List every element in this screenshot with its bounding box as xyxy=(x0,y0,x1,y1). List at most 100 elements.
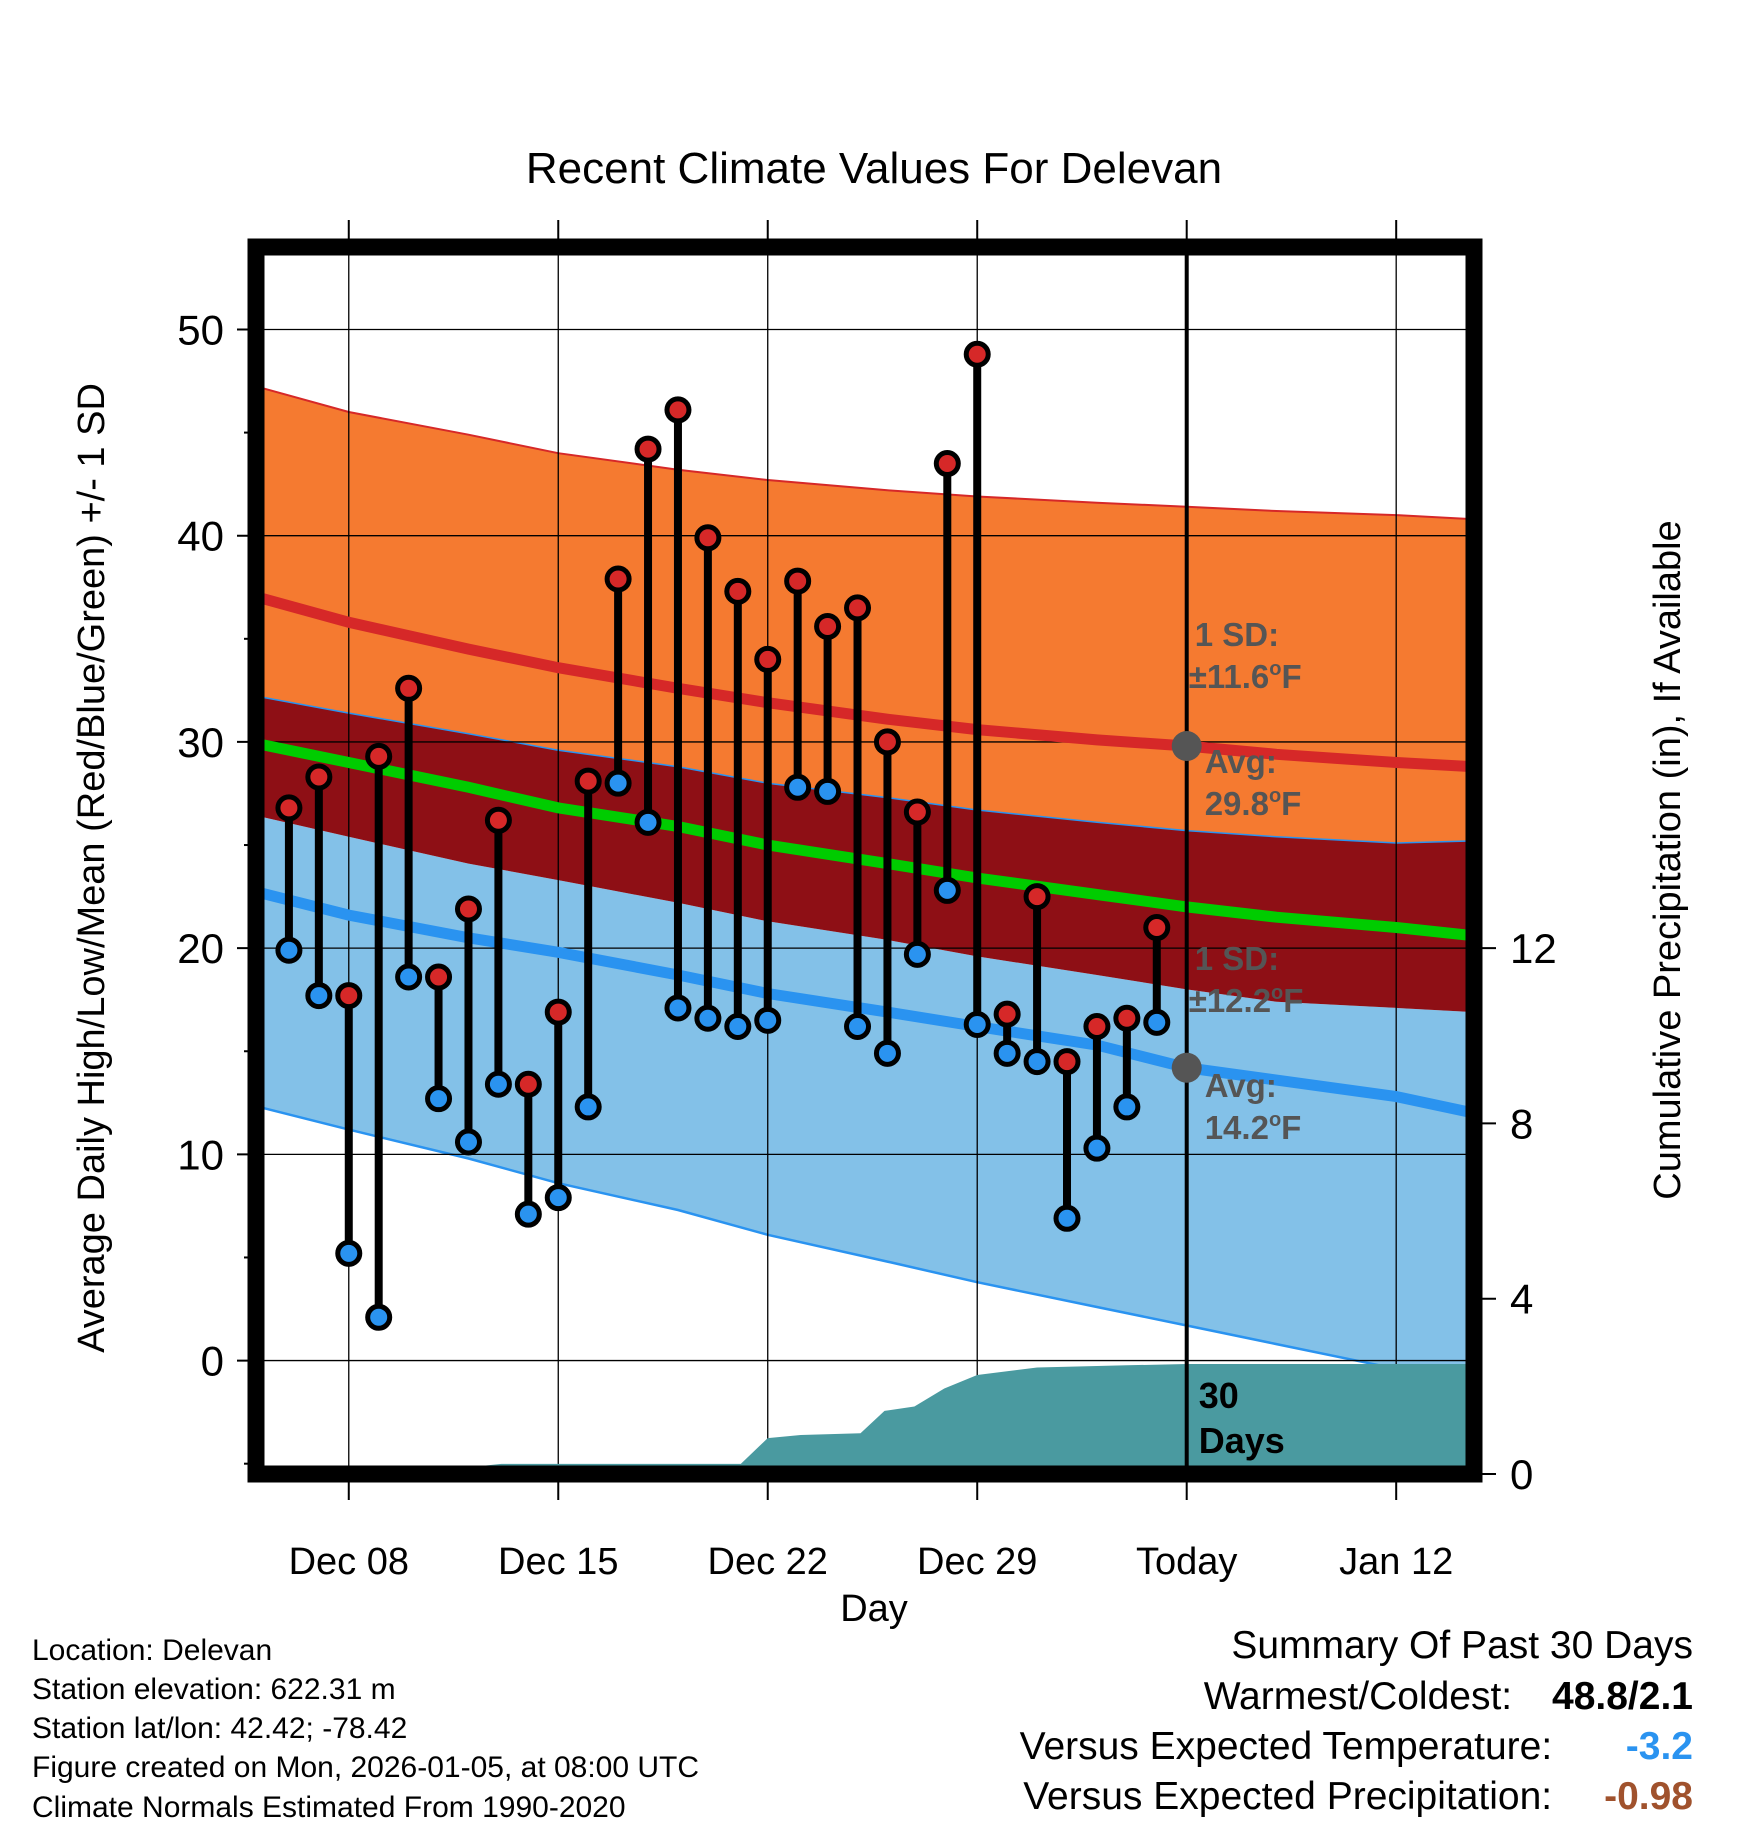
daily-low-point xyxy=(903,940,931,968)
daily-high-point xyxy=(275,794,303,822)
daily-high-point xyxy=(425,963,453,991)
daily-high-point xyxy=(1083,1013,1111,1041)
y-tick-label: 10 xyxy=(177,1131,224,1178)
daily-low-point xyxy=(694,1004,722,1032)
daily-high-point xyxy=(544,998,572,1026)
low-sd-value: ±12.2oF xyxy=(1189,982,1304,1019)
daily-high-point xyxy=(784,567,812,595)
high-sd-value: ±11.6oF xyxy=(1189,658,1302,695)
daily-high-point xyxy=(933,450,961,478)
daily-high-point xyxy=(873,728,901,756)
daily-low-point xyxy=(275,936,303,964)
daily-low-point xyxy=(604,769,632,797)
summary-warmest-value: 48.8/2.1 xyxy=(1552,1675,1693,1718)
daily-low-point xyxy=(814,777,842,805)
daily-low-point xyxy=(335,1239,363,1267)
x-tick-label: Dec 08 xyxy=(289,1541,409,1583)
today-high-marker xyxy=(1171,731,1202,762)
daily-high-point xyxy=(1113,1004,1141,1032)
daily-high-point xyxy=(903,798,931,826)
y2-tick-label: 8 xyxy=(1510,1100,1533,1147)
x-tick-label: Jan 12 xyxy=(1339,1541,1453,1583)
x-tick-label: Dec 15 xyxy=(498,1541,618,1583)
summary-title: Summary Of Past 30 Days xyxy=(1231,1624,1693,1667)
daily-low-point xyxy=(1023,1048,1051,1076)
daily-low-point xyxy=(1143,1008,1171,1036)
daily-high-point xyxy=(814,612,842,640)
daily-high-point xyxy=(604,565,632,593)
info-location: Location: Delevan xyxy=(32,1634,273,1667)
today-low-marker xyxy=(1171,1052,1202,1083)
daily-high-point xyxy=(454,895,482,923)
daily-high-point xyxy=(305,763,333,791)
daily-low-point xyxy=(993,1039,1021,1067)
daily-low-point xyxy=(844,1013,872,1041)
daily-low-point xyxy=(484,1070,512,1098)
daily-high-point xyxy=(335,982,363,1010)
summary-temp-label: Versus Expected Temperature: xyxy=(1019,1725,1553,1768)
daily-low-point xyxy=(784,773,812,801)
y2-tick-label: 12 xyxy=(1510,925,1557,972)
daily-high-point xyxy=(634,435,662,463)
high-avg-label: Avg: xyxy=(1205,743,1277,780)
summary-temp-value: -3.2 xyxy=(1625,1725,1693,1768)
daily-high-point xyxy=(724,577,752,605)
daily-high-point xyxy=(1023,883,1051,911)
x-tick-label: Today xyxy=(1136,1541,1237,1583)
daily-low-point xyxy=(873,1039,901,1067)
daily-low-point xyxy=(454,1128,482,1156)
summary-warmest-label: Warmest/Coldest: xyxy=(1203,1675,1513,1718)
daily-high-point xyxy=(963,340,991,368)
daily-high-point xyxy=(664,396,692,424)
low-avg-value: 14.2oF xyxy=(1205,1109,1302,1146)
y-axis-label: Average Daily High/Low/Mean (Red/Blue/Gr… xyxy=(71,383,113,1353)
daily-high-point xyxy=(365,742,393,770)
daily-low-point xyxy=(963,1010,991,1038)
y2-axis-label: Cumulative Precipitation (in), If Availa… xyxy=(1647,520,1689,1199)
daily-low-point xyxy=(425,1085,453,1113)
y-tick-label: 50 xyxy=(177,306,224,353)
y-tick-label: 20 xyxy=(177,925,224,972)
daily-high-point xyxy=(484,806,512,834)
overlap-band xyxy=(259,696,1474,1013)
y2-tick-label: 0 xyxy=(1510,1451,1533,1498)
plot-frame xyxy=(247,238,1483,1483)
daily-low-point xyxy=(724,1013,752,1041)
daily-high-point xyxy=(1053,1048,1081,1076)
daily-low-point xyxy=(1053,1204,1081,1232)
high-normal-line xyxy=(257,592,1474,773)
summary-precip-value: -0.98 xyxy=(1604,1775,1693,1818)
daily-low-point xyxy=(933,876,961,904)
precip-area xyxy=(256,1364,1474,1474)
x-tick-label: Dec 22 xyxy=(708,1541,828,1583)
high-upper-line xyxy=(258,386,1474,521)
daily-high-point xyxy=(754,645,782,673)
daily-high-point xyxy=(514,1070,542,1098)
chart-title: Recent Climate Values For Delevan xyxy=(526,144,1222,193)
y2-tick-label: 4 xyxy=(1510,1276,1533,1323)
low-lower-line xyxy=(258,1105,1474,1379)
summary-temp-row: Versus Expected Temperature: -3.2 xyxy=(1020,1727,1693,1766)
y-tick-label: 30 xyxy=(177,719,224,766)
x-axis-label: Day xyxy=(840,1588,908,1630)
y-tick-label: 40 xyxy=(177,513,224,560)
daily-low-point xyxy=(395,963,423,991)
daily-low-point xyxy=(1083,1134,1111,1162)
info-elevation: Station elevation: 622.31 m xyxy=(32,1673,396,1706)
daily-low-point xyxy=(1113,1093,1141,1121)
low-avg-label: Avg: xyxy=(1205,1067,1277,1104)
summary-warmest-row: Warmest/Coldest: 48.8/2.1 xyxy=(1204,1677,1693,1716)
daily-low-point xyxy=(574,1093,602,1121)
daily-low-point xyxy=(664,994,692,1022)
high-avg-value: 29.8oF xyxy=(1205,785,1302,822)
days-count-label: 30 xyxy=(1199,1375,1239,1416)
daily-high-point xyxy=(574,767,602,795)
summary-precip-label: Versus Expected Precipitation: xyxy=(1023,1775,1553,1818)
daily-high-point xyxy=(694,524,722,552)
info-created: Figure created on Mon, 2026-01-05, at 08… xyxy=(32,1751,700,1784)
low-sd-label: 1 SD: xyxy=(1195,940,1279,977)
daily-high-point xyxy=(395,674,423,702)
days-unit-label: Days xyxy=(1199,1420,1285,1461)
x-tick-label: Dec 29 xyxy=(917,1541,1037,1583)
